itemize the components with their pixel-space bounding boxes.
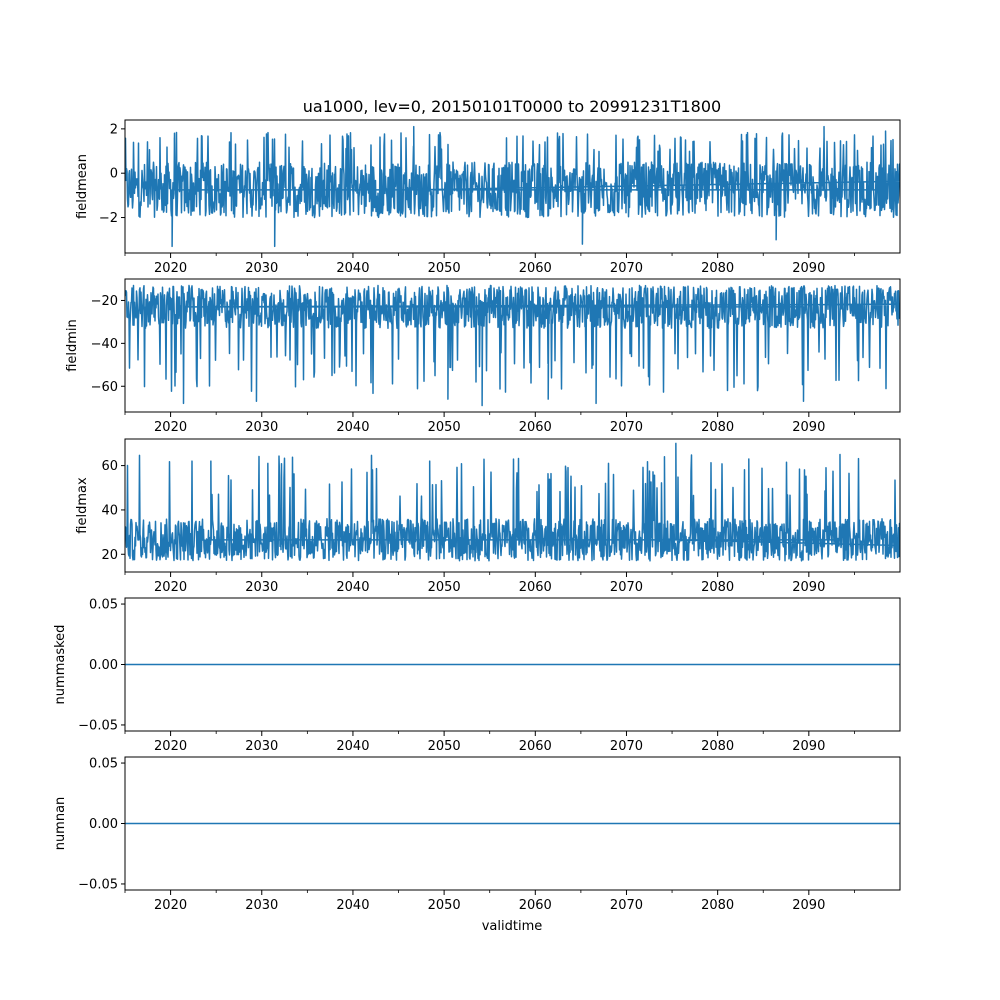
y-tick-label: −0.05 <box>78 877 118 892</box>
x-tick-label: 2090 <box>792 898 825 913</box>
series-line-fieldmin <box>125 284 900 407</box>
y-tick-label: 0.05 <box>89 598 118 613</box>
x-tick-label: 2050 <box>428 580 461 595</box>
x-tick-label: 2030 <box>245 739 278 754</box>
x-tick-label: 2060 <box>519 420 552 435</box>
x-tick-label: 2070 <box>610 580 643 595</box>
y-tick-label: 20 <box>101 548 118 563</box>
panel-fieldmin: −60 −40 −20 2020 2030 2040 2050 2060 2070 2080 209… <box>65 278 901 435</box>
x-tick-label: 2020 <box>154 580 187 595</box>
x-tick-label: 2020 <box>154 420 187 435</box>
x-tick-label: 2070 <box>610 739 643 754</box>
y-axis-label-fieldmax: fieldmax <box>75 477 90 534</box>
axes-frame-fieldmax <box>124 438 901 573</box>
x-tick-label: 2090 <box>792 420 825 435</box>
y-tick-label: 60 <box>101 459 118 474</box>
x-tick-label: 2020 <box>154 261 187 276</box>
x-tick-label: 2090 <box>792 580 825 595</box>
y-tick-label: −2 <box>99 211 118 226</box>
x-tick-label: 2060 <box>519 580 552 595</box>
y-tick-label: 40 <box>101 503 118 518</box>
x-tick-label: 2060 <box>519 898 552 913</box>
y-tick-label: −20 <box>91 294 118 309</box>
panel-nummasked: −0.05 0.00 0.05 2020 2030 2040 2050 2060 2070 208… <box>53 597 901 754</box>
x-tick-label: 2050 <box>428 898 461 913</box>
panel-numnan: −0.05 0.00 0.05 2020 2030 2040 2050 2060 2070 208… <box>53 756 901 913</box>
x-tick-label: 2050 <box>428 261 461 276</box>
x-tick-label: 2070 <box>610 420 643 435</box>
x-tick-label: 2050 <box>428 739 461 754</box>
y-axis-label-fieldmin: fieldmin <box>65 319 80 372</box>
x-tick-label: 2080 <box>701 420 734 435</box>
y-tick-label: 2 <box>110 122 118 137</box>
chart-title: ua1000, lev=0, 20150101T0000 to 20991231… <box>303 97 721 116</box>
x-tick-label: 2090 <box>792 261 825 276</box>
y-tick-label: −60 <box>91 380 118 395</box>
x-tick-label: 2040 <box>336 739 369 754</box>
x-tick-label: 2040 <box>336 898 369 913</box>
x-tick-label: 2020 <box>154 898 187 913</box>
x-tick-label: 2040 <box>336 580 369 595</box>
x-tick-label: 2080 <box>701 261 734 276</box>
series-line-fieldmax <box>125 442 900 562</box>
y-tick-label: −40 <box>91 337 118 352</box>
x-tick-label: 2050 <box>428 420 461 435</box>
x-tick-label: 2070 <box>610 261 643 276</box>
x-axis-label: validtime <box>482 919 543 934</box>
series-line-fieldmean <box>125 125 900 248</box>
y-axis-label-numnan: numnan <box>53 797 68 851</box>
y-axis-label-nummasked: nummasked <box>53 625 68 705</box>
x-tick-label: 2030 <box>245 898 278 913</box>
axes-frame-fieldmin <box>124 278 901 413</box>
x-tick-label: 2030 <box>245 261 278 276</box>
x-tick-label: 2040 <box>336 420 369 435</box>
x-tick-label: 2080 <box>701 739 734 754</box>
y-tick-label: 0.00 <box>89 658 118 673</box>
axes-frame-fieldmean <box>124 119 901 254</box>
x-tick-label: 2070 <box>610 898 643 913</box>
y-tick-label: 0 <box>110 167 118 182</box>
y-tick-label: 0.00 <box>89 817 118 832</box>
y-axis-label-fieldmean: fieldmean <box>75 154 90 219</box>
y-tick-label: 0.05 <box>89 757 118 772</box>
x-tick-label: 2030 <box>245 420 278 435</box>
x-tick-label: 2090 <box>792 739 825 754</box>
x-tick-label: 2020 <box>154 739 187 754</box>
y-tick-label: −0.05 <box>78 718 118 733</box>
panel-fieldmean: −2 0 2 2020 2030 2040 2050 2060 2070 2080 2090 fiel… <box>75 119 901 276</box>
x-tick-label: 2080 <box>701 580 734 595</box>
x-tick-label: 2080 <box>701 898 734 913</box>
x-tick-label: 2030 <box>245 580 278 595</box>
x-tick-label: 2040 <box>336 261 369 276</box>
x-tick-label: 2060 <box>519 739 552 754</box>
x-tick-label: 2060 <box>519 261 552 276</box>
